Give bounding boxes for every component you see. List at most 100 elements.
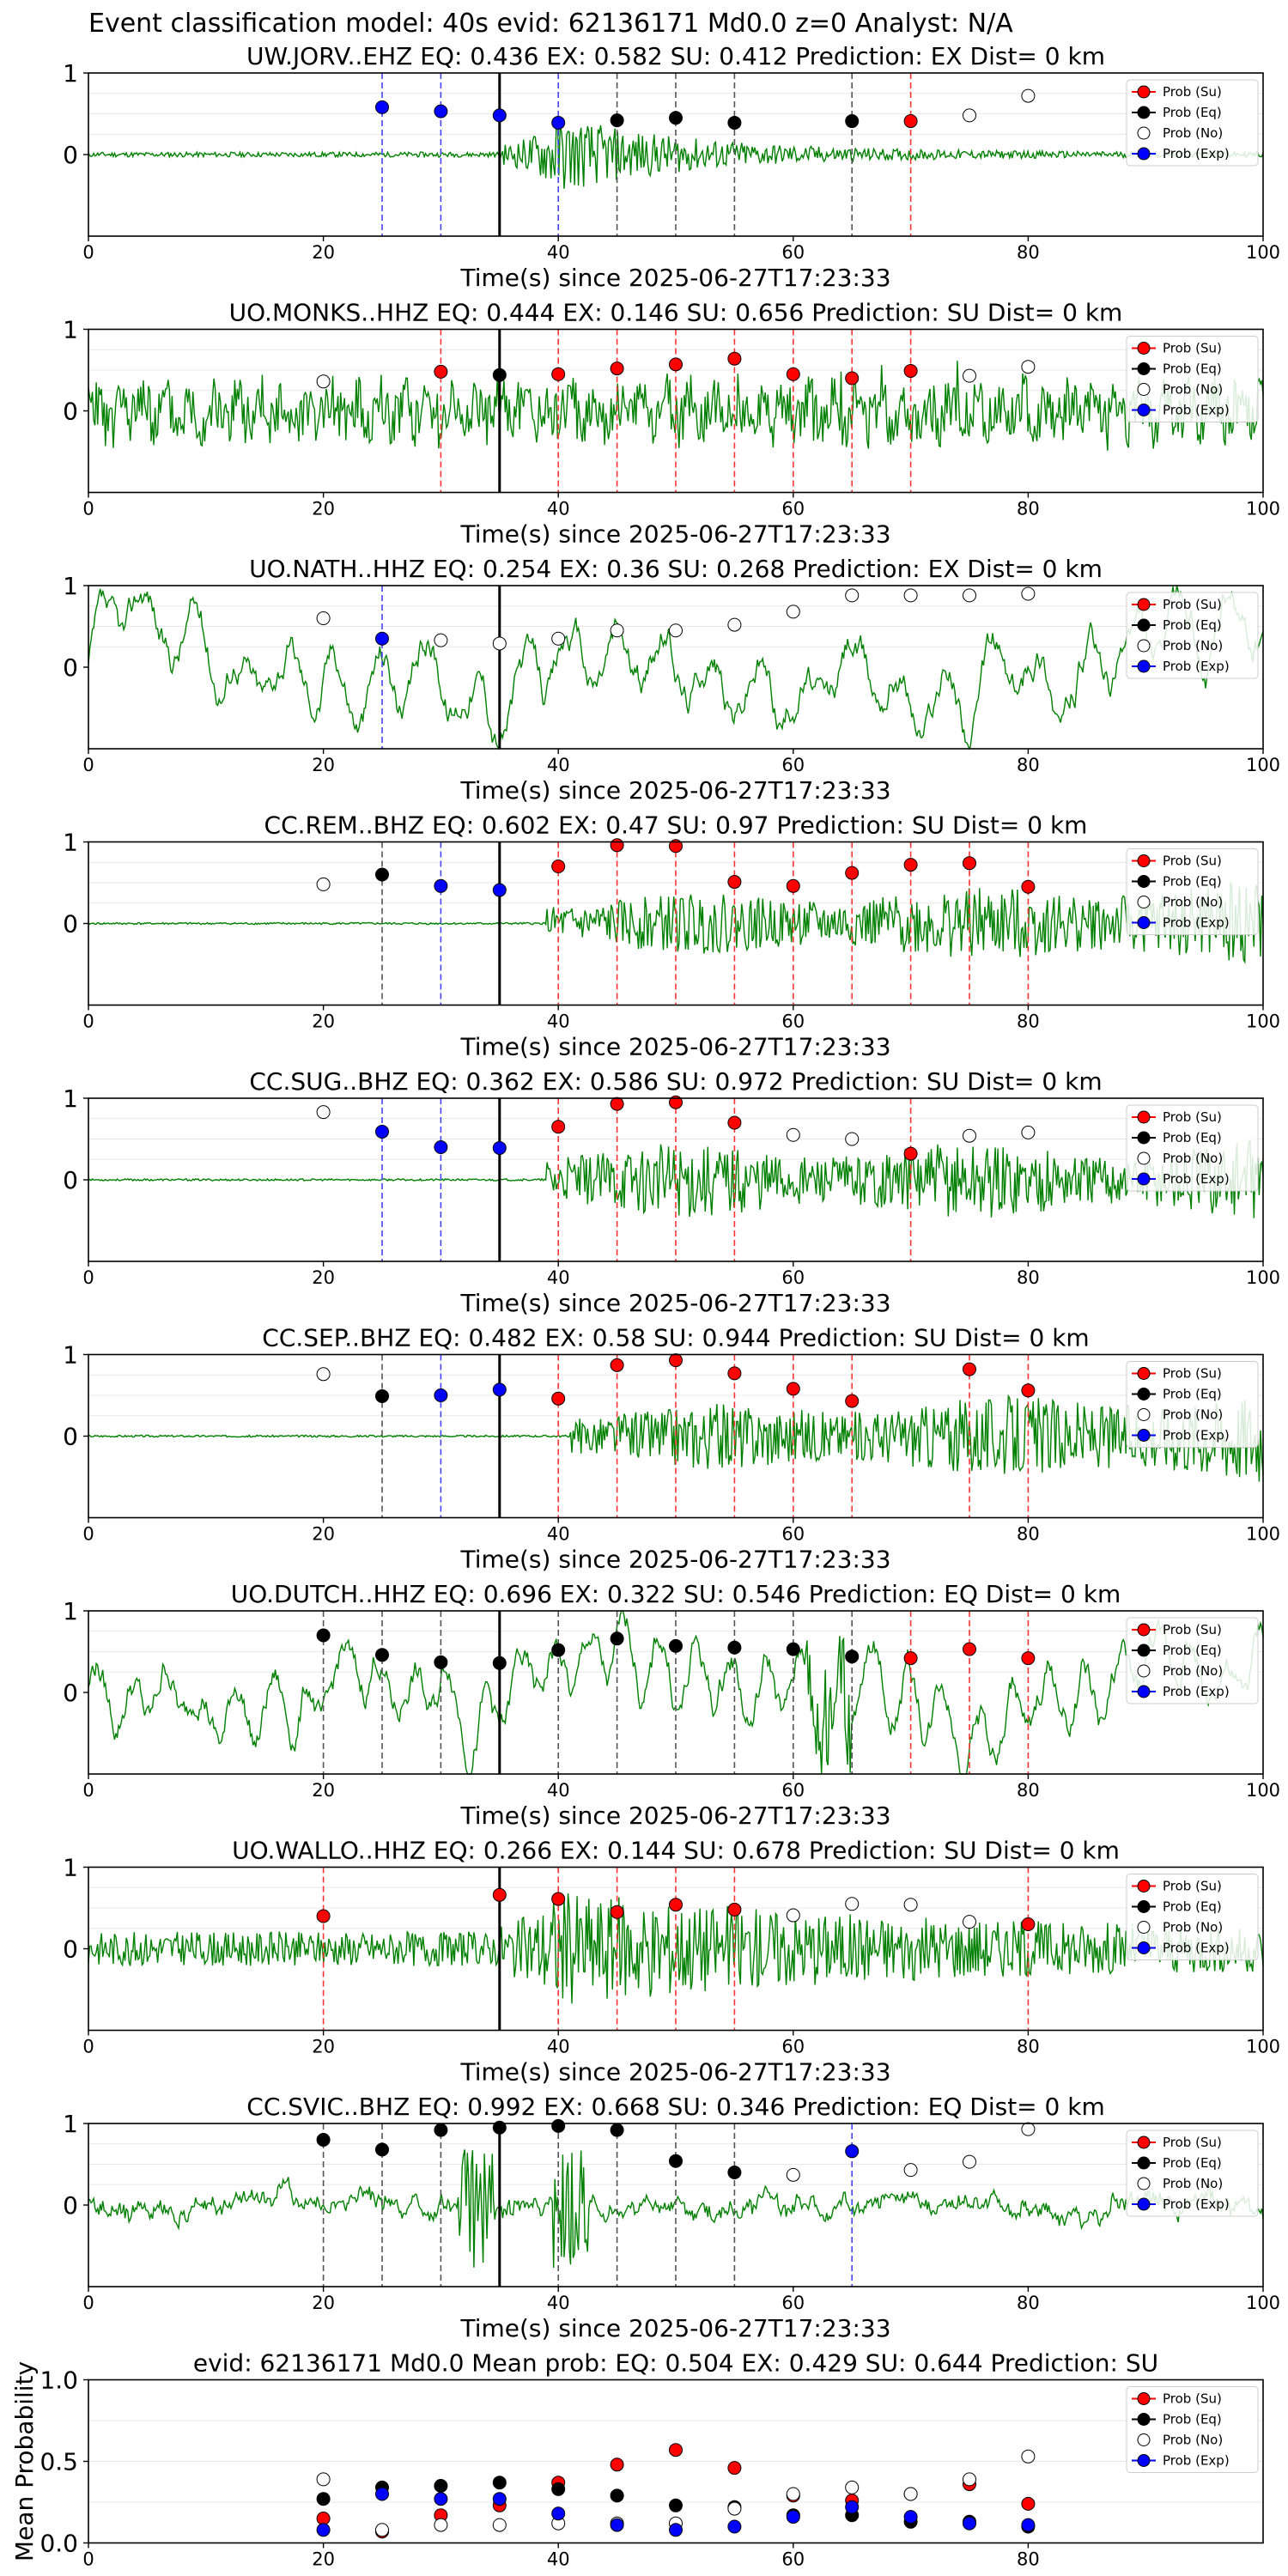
x-tick-label: 60 [781, 242, 805, 263]
x-tick-label: 0 [82, 1267, 94, 1288]
legend-frame [1126, 2129, 1259, 2217]
x-tick-label: 100 [1246, 2037, 1280, 2057]
prob-marker-no [903, 588, 918, 603]
prob-marker-su [786, 367, 800, 381]
prob-marker-no [903, 1898, 918, 1912]
mean-prob-marker-no [903, 2487, 918, 2501]
y-tick-label: 0 [63, 1935, 78, 1964]
x-tick-label: 100 [1246, 1012, 1280, 1032]
legend-label-no: Prob (No) [1163, 2433, 1223, 2448]
prob-marker-no [434, 633, 448, 647]
prob-marker-su [786, 1382, 800, 1396]
legend: Prob (Su) Prob (Eq) Prob (No) Prob (Exp) [1126, 592, 1259, 679]
prob-marker-su [903, 114, 918, 129]
x-tick-label: 100 [1246, 499, 1280, 519]
legend-label-exp: Prob (Exp) [1163, 2453, 1230, 2469]
mean-prob-marker-su [316, 2512, 331, 2525]
legend-label-su: Prob (Su) [1163, 1109, 1222, 1125]
prob-marker-exp [492, 1140, 507, 1155]
panel-title: CC.REM..BHZ EQ: 0.602 EX: 0.47 SU: 0.97 … [264, 811, 1088, 840]
panel-title: UO.WALLO..HHZ EQ: 0.266 EX: 0.144 SU: 0.… [232, 1837, 1120, 1865]
mean-prob-marker-no [727, 2501, 742, 2516]
prob-marker-no [786, 605, 800, 619]
prob-marker-no [963, 1915, 976, 1929]
legend-label-eq: Prob (Eq) [1163, 2412, 1222, 2427]
legend-label-no: Prob (No) [1163, 1920, 1223, 1935]
station-panel: UO.WALLO..HHZ EQ: 0.266 EX: 0.144 SU: 0.… [63, 1837, 1280, 2087]
x-tick-label: 0 [82, 1780, 94, 1801]
prob-marker-su [1021, 1651, 1036, 1666]
legend-marker-exp [1137, 1941, 1151, 1954]
y-tick-label: 0 [63, 1166, 78, 1194]
x-tick-label: 20 [312, 2549, 335, 2570]
x-tick-label: 60 [781, 2549, 805, 2570]
prob-marker-no [903, 2163, 918, 2178]
legend-marker-su [1137, 1367, 1151, 1380]
panel-title: CC.SEP..BHZ EQ: 0.482 EX: 0.58 SU: 0.944… [262, 1324, 1089, 1352]
legend-marker-no [1137, 639, 1151, 653]
prob-marker-su [551, 1120, 566, 1134]
legend-marker-eq [1137, 106, 1151, 119]
legend-label-su: Prob (Su) [1163, 1879, 1222, 1894]
prob-marker-eq [375, 1648, 389, 1662]
x-tick-label: 80 [1017, 1012, 1040, 1032]
prob-marker-su [610, 1905, 624, 1919]
prob-marker-no [1021, 586, 1036, 601]
prob-marker-su [845, 371, 860, 386]
legend-label-no: Prob (No) [1163, 382, 1223, 398]
x-tick-label: 40 [547, 499, 570, 519]
prob-marker-su [845, 1394, 860, 1408]
legend-marker-eq [1137, 1388, 1151, 1400]
legend: Prob (Su) Prob (Eq) Prob (No) Prob (Exp) [1126, 1361, 1259, 1448]
prob-marker-no [963, 368, 976, 383]
legend-label-no: Prob (No) [1163, 638, 1223, 653]
x-axis-label: Time(s) since 2025-06-27T17:23:33 [459, 2314, 890, 2342]
mean-prob-marker-su [669, 2443, 683, 2458]
legend-label-eq: Prob (Eq) [1163, 361, 1222, 377]
figure-title: Event classification model: 40s evid: 62… [88, 9, 1013, 39]
mean-prob-marker-exp [845, 2500, 860, 2514]
legend-frame [1126, 1874, 1259, 1960]
legend-marker-eq [1137, 1131, 1151, 1145]
y-tick-label: 0 [63, 1679, 78, 1707]
mean-prob-marker-exp [786, 2510, 800, 2524]
prob-marker-su [1021, 1917, 1036, 1931]
legend: Prob (Su) Prob (Eq) Prob (No) Prob (Exp) [1126, 336, 1259, 422]
prob-marker-exp [375, 631, 389, 646]
x-tick-label: 100 [1246, 1524, 1280, 1545]
y-tick-label: 1 [63, 1597, 78, 1625]
prob-marker-exp [492, 1382, 507, 1397]
legend-marker-no [1137, 126, 1151, 140]
y-axis-label: Mean Probability [10, 2361, 39, 2561]
mean-prob-marker-no [786, 2487, 800, 2501]
legend-label-exp: Prob (Exp) [1163, 1171, 1230, 1187]
station-panel: UW.JORV..EHZ EQ: 0.436 EX: 0.582 SU: 0.4… [63, 42, 1280, 292]
prob-marker-eq [375, 1388, 389, 1403]
legend-label-su: Prob (Su) [1163, 1366, 1222, 1382]
x-tick-label: 20 [312, 2293, 335, 2313]
mean-prob-marker-exp [316, 2523, 331, 2537]
x-tick-label: 20 [312, 2037, 335, 2057]
x-tick-label: 60 [781, 755, 805, 775]
mean-prob-marker-eq [434, 2479, 448, 2493]
mean-prob-marker-no [434, 2518, 448, 2532]
prob-marker-eq [492, 368, 507, 382]
legend-marker-eq [1137, 875, 1151, 888]
prob-marker-su [963, 1362, 976, 1376]
legend-marker-no [1137, 1408, 1151, 1421]
x-tick-label: 0 [82, 755, 94, 775]
y-tick-label: 1 [63, 1854, 78, 1882]
prob-marker-no [727, 617, 742, 632]
x-tick-label: 20 [312, 1012, 335, 1032]
prob-marker-su [1021, 879, 1036, 894]
legend-marker-no [1137, 1664, 1151, 1678]
legend-marker-exp [1137, 1172, 1151, 1186]
y-tick-label: 0 [63, 141, 78, 169]
prob-marker-eq [727, 115, 742, 130]
x-axis-label: Time(s) since 2025-06-27T17:23:33 [459, 1801, 890, 1830]
x-tick-label: 40 [547, 2037, 570, 2057]
y-tick-label: 1 [63, 59, 78, 88]
prob-marker-eq [492, 2120, 507, 2135]
prob-marker-su [727, 875, 742, 890]
prob-marker-no [963, 2154, 976, 2169]
